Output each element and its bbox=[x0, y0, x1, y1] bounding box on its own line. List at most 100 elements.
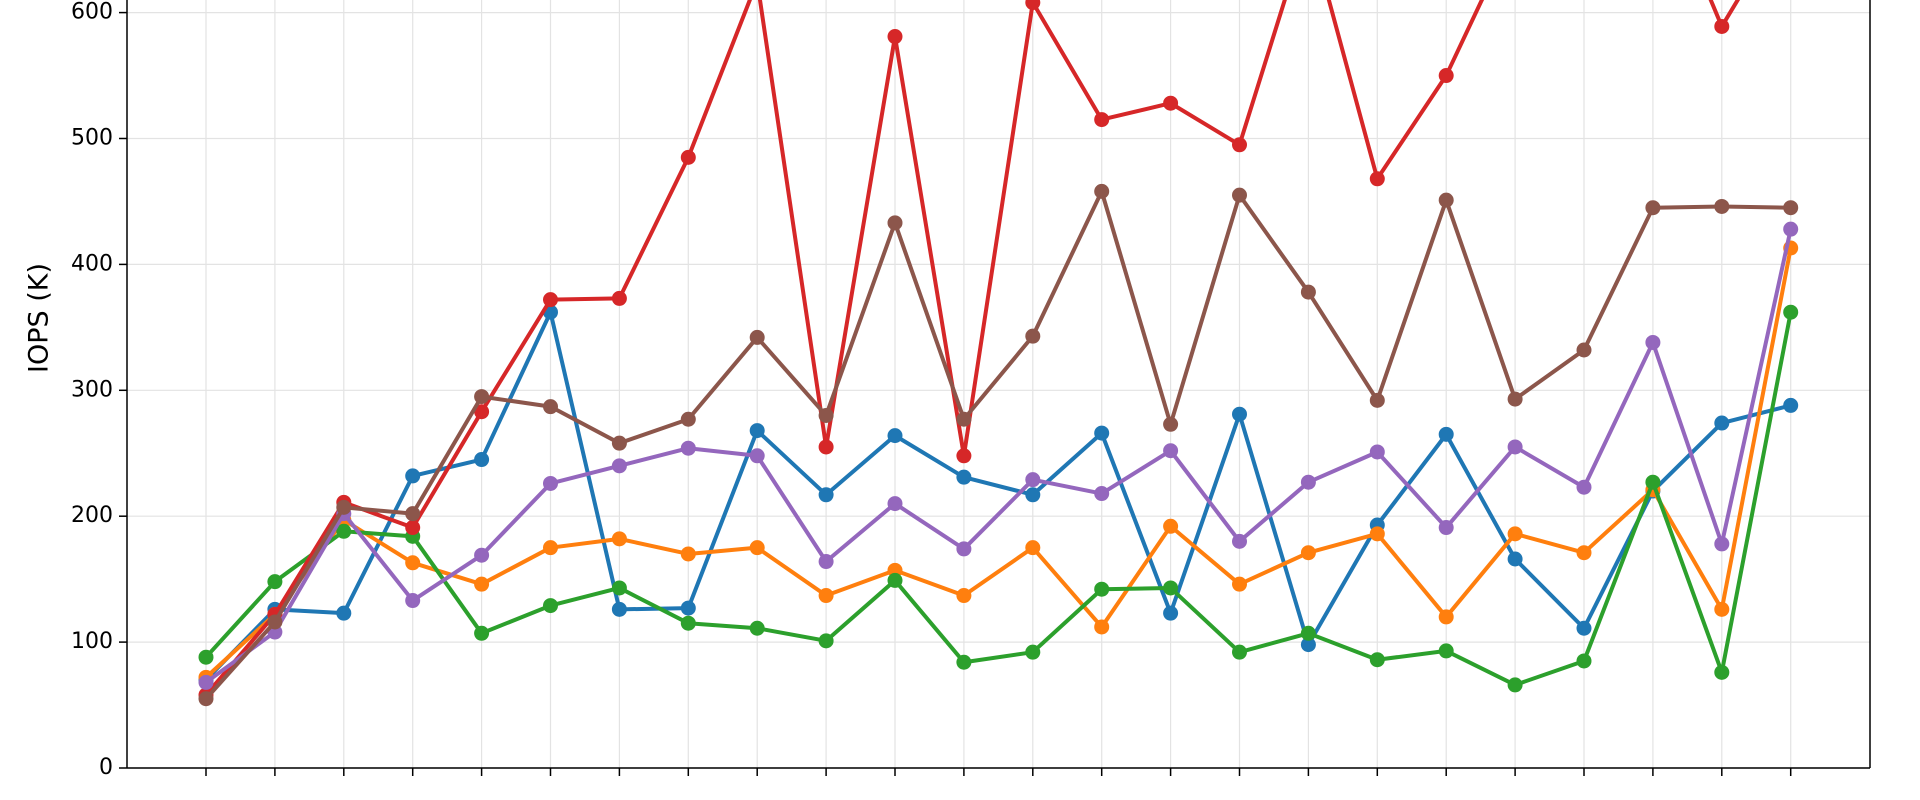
data-point bbox=[267, 614, 283, 630]
series bbox=[198, 183, 1799, 707]
series bbox=[198, 221, 1799, 690]
data-point bbox=[1369, 444, 1385, 460]
data-point bbox=[1438, 68, 1454, 84]
data-point bbox=[680, 600, 696, 616]
data-point bbox=[1232, 576, 1247, 592]
series bbox=[198, 304, 1799, 693]
data-point bbox=[956, 411, 972, 427]
data-point bbox=[1232, 644, 1247, 660]
data-point bbox=[1025, 0, 1041, 11]
data-point bbox=[1025, 540, 1041, 556]
data-point bbox=[1094, 581, 1110, 597]
data-point bbox=[1783, 397, 1799, 413]
data-point bbox=[611, 601, 627, 617]
data-point bbox=[405, 506, 421, 522]
data-point bbox=[543, 292, 558, 308]
data-point bbox=[267, 574, 283, 590]
data-point bbox=[1714, 198, 1730, 214]
data-point bbox=[1094, 183, 1110, 199]
data-point bbox=[887, 215, 903, 231]
y-axis-label: IOPS (K) bbox=[24, 263, 55, 373]
data-point bbox=[1300, 637, 1316, 653]
data-point bbox=[543, 399, 558, 415]
data-point bbox=[1438, 643, 1454, 659]
data-point bbox=[956, 469, 972, 485]
data-point bbox=[887, 428, 903, 444]
data-point bbox=[1094, 425, 1110, 441]
data-point bbox=[818, 439, 834, 455]
y-tick-label: 400 bbox=[71, 251, 113, 276]
series-line bbox=[204, 310, 1792, 682]
data-point bbox=[887, 29, 903, 45]
data-point bbox=[1576, 653, 1592, 669]
data-point bbox=[1163, 95, 1179, 111]
data-point bbox=[1783, 200, 1799, 216]
y-tick-label: 100 bbox=[71, 629, 113, 654]
data-point bbox=[1369, 652, 1385, 668]
data-point bbox=[1507, 439, 1523, 455]
data-point bbox=[1645, 474, 1661, 490]
data-point bbox=[1025, 487, 1041, 503]
data-point bbox=[1714, 415, 1730, 431]
data-point bbox=[818, 487, 834, 503]
data-point bbox=[405, 520, 421, 536]
data-point bbox=[1163, 443, 1179, 459]
data-point bbox=[1714, 536, 1730, 552]
y-tick-label: 300 bbox=[71, 377, 113, 402]
data-point bbox=[1783, 221, 1799, 237]
data-point bbox=[818, 588, 834, 604]
data-point bbox=[1232, 187, 1247, 203]
data-point bbox=[1507, 526, 1523, 542]
data-point bbox=[749, 329, 765, 345]
data-point bbox=[1714, 664, 1730, 680]
data-point bbox=[818, 633, 834, 649]
data-point bbox=[1438, 192, 1454, 208]
data-point bbox=[956, 541, 972, 557]
data-point bbox=[336, 523, 352, 539]
data-point bbox=[956, 654, 972, 670]
data-point bbox=[1025, 328, 1041, 344]
data-point bbox=[1576, 342, 1592, 358]
y-tick-label: 500 bbox=[71, 125, 113, 150]
data-point bbox=[336, 499, 352, 515]
series-line bbox=[204, 0, 1741, 697]
data-point bbox=[543, 598, 558, 614]
data-point bbox=[543, 540, 558, 556]
data-point bbox=[1300, 625, 1316, 641]
data-point bbox=[749, 540, 765, 556]
data-point bbox=[887, 572, 903, 588]
data-point bbox=[1163, 605, 1179, 621]
data-point bbox=[611, 580, 627, 596]
data-point bbox=[1576, 479, 1592, 495]
data-point bbox=[1714, 601, 1730, 617]
data-point bbox=[474, 404, 490, 420]
data-point bbox=[474, 547, 490, 563]
series-line bbox=[204, 247, 1793, 679]
data-point bbox=[680, 149, 696, 165]
data-point bbox=[1369, 171, 1385, 187]
data-point bbox=[1507, 391, 1523, 407]
data-point bbox=[1232, 533, 1247, 549]
data-point bbox=[1507, 677, 1523, 693]
data-point bbox=[405, 468, 421, 484]
data-point bbox=[336, 605, 352, 621]
data-point bbox=[474, 452, 490, 468]
data-point bbox=[1163, 416, 1179, 432]
data-point bbox=[1094, 619, 1110, 635]
data-point bbox=[1438, 520, 1454, 536]
data-point bbox=[1232, 406, 1247, 422]
data-point bbox=[1232, 137, 1247, 153]
data-point bbox=[611, 290, 627, 306]
data-point bbox=[1163, 580, 1179, 596]
data-point bbox=[1094, 486, 1110, 502]
series bbox=[198, 240, 1799, 685]
data-point bbox=[474, 389, 490, 405]
data-point bbox=[1300, 474, 1316, 490]
y-tick-label: 0 bbox=[99, 755, 113, 780]
data-point bbox=[198, 674, 214, 690]
data-point bbox=[611, 435, 627, 451]
series bbox=[198, 0, 1741, 703]
series-line bbox=[204, 189, 1791, 701]
data-point bbox=[198, 691, 214, 707]
